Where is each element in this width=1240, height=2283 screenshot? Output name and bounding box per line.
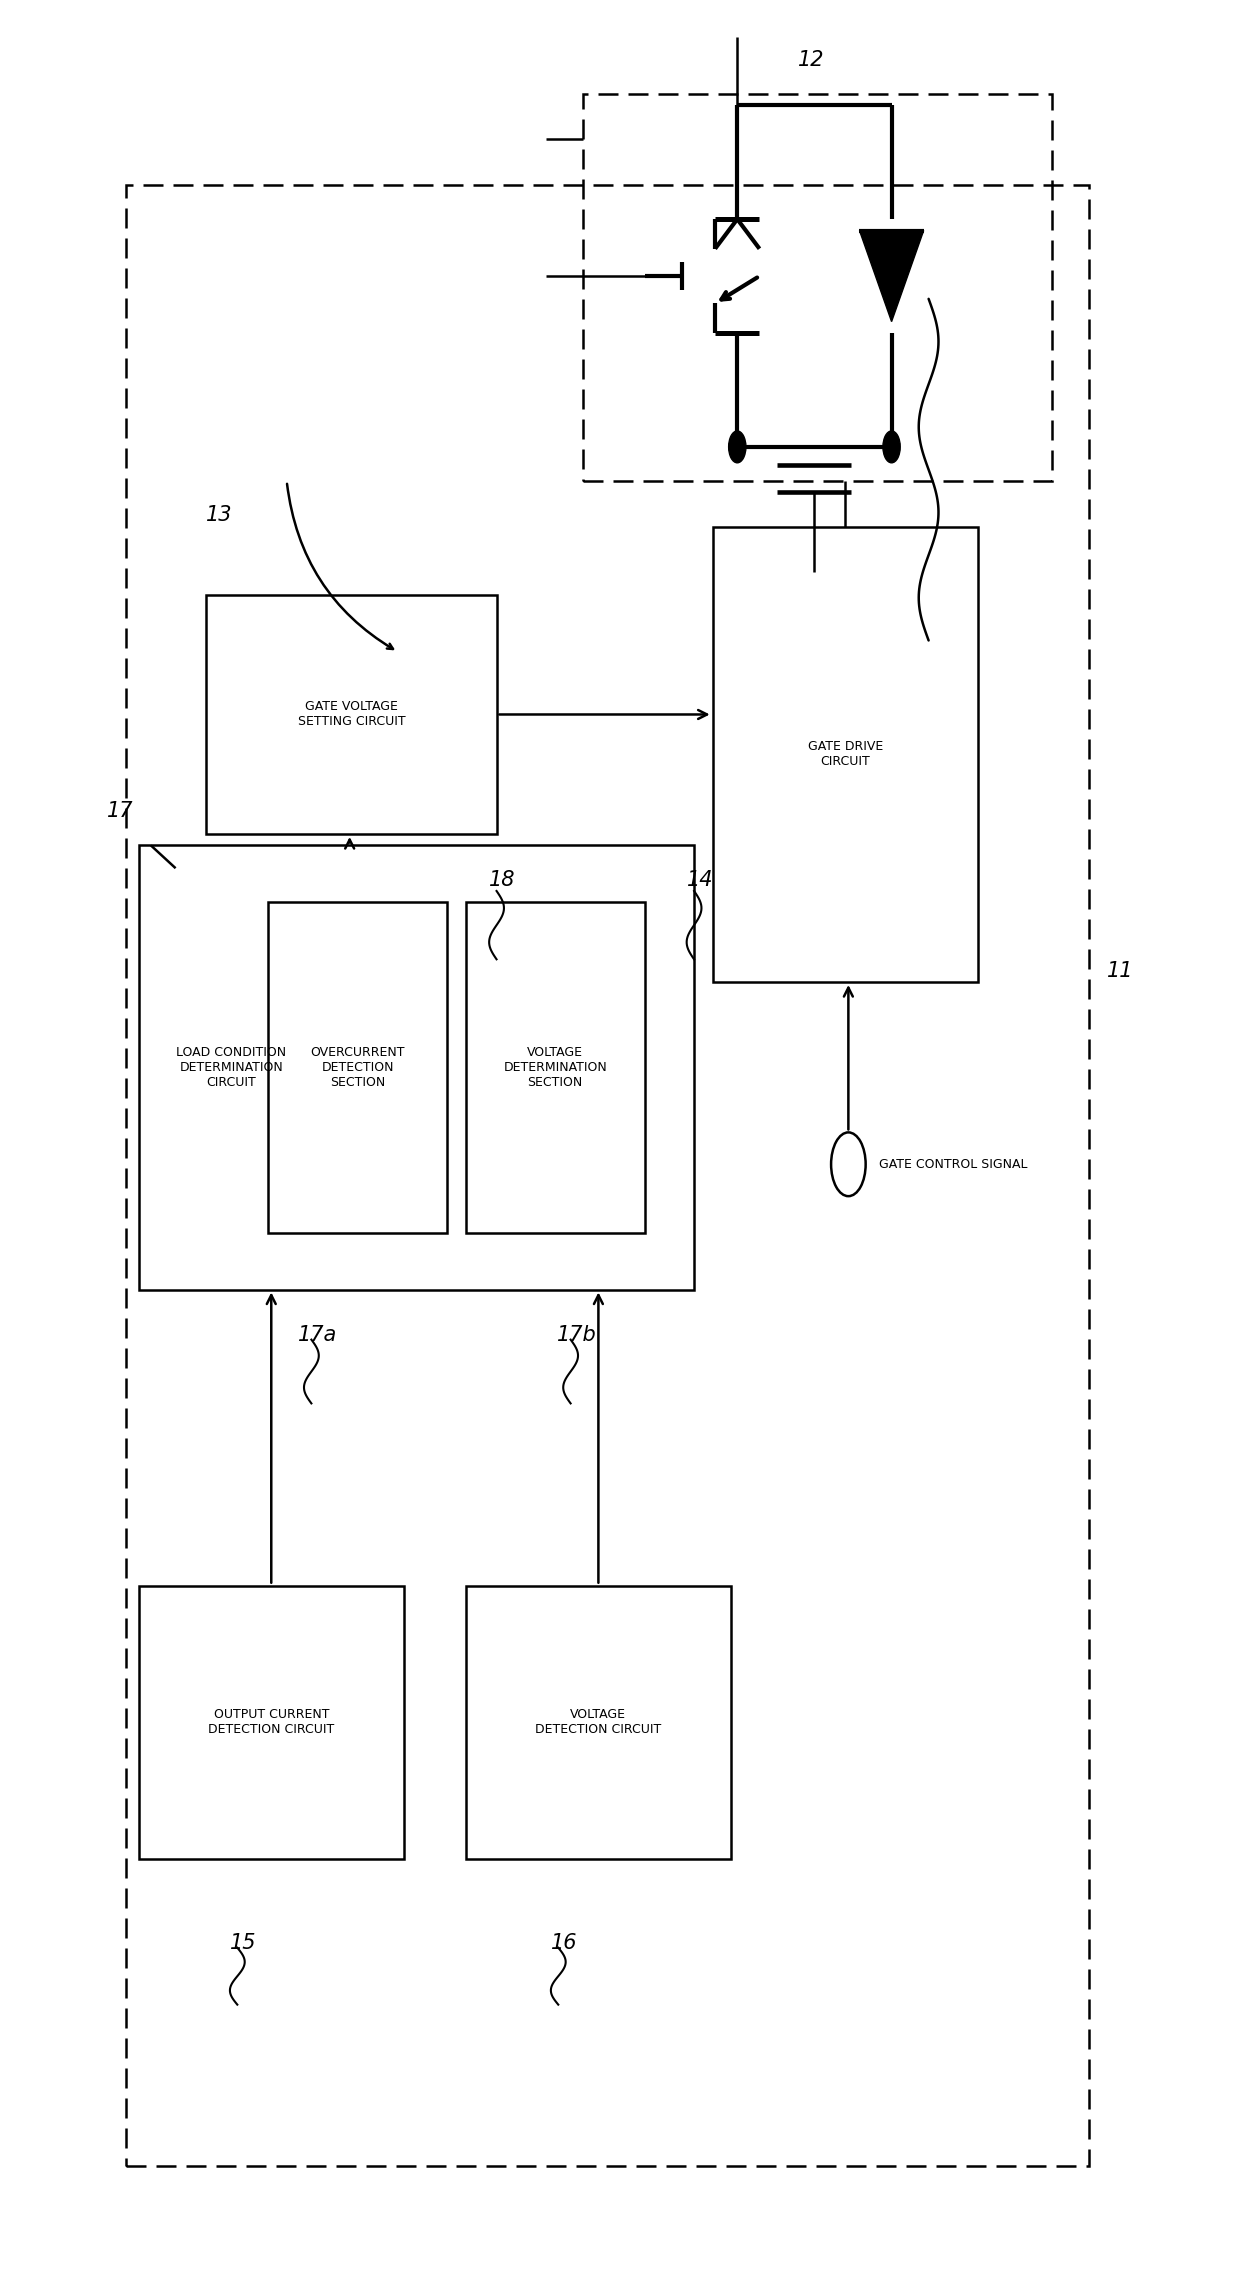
Polygon shape xyxy=(859,231,924,322)
Bar xyxy=(583,94,1052,482)
Text: 16: 16 xyxy=(552,1934,578,1954)
Text: 12: 12 xyxy=(799,50,825,71)
Text: 11: 11 xyxy=(1107,961,1133,982)
Text: LOAD CONDITION
DETERMINATION
CIRCUIT: LOAD CONDITION DETERMINATION CIRCUIT xyxy=(176,1046,286,1089)
Text: GATE DRIVE
CIRCUIT: GATE DRIVE CIRCUIT xyxy=(807,740,883,769)
Text: 14: 14 xyxy=(687,870,713,890)
Text: 18: 18 xyxy=(490,870,516,890)
Circle shape xyxy=(883,431,900,463)
Text: VOLTAGE
DETECTION CIRCUIT: VOLTAGE DETECTION CIRCUIT xyxy=(536,1708,661,1737)
Bar xyxy=(713,527,978,982)
Text: 17b: 17b xyxy=(557,1324,596,1345)
Circle shape xyxy=(729,431,746,463)
Bar xyxy=(126,185,1089,2167)
Text: GATE VOLTAGE
SETTING CIRCUIT: GATE VOLTAGE SETTING CIRCUIT xyxy=(298,701,405,728)
Text: 17: 17 xyxy=(107,801,133,822)
Text: 15: 15 xyxy=(231,1934,257,1954)
Text: OVERCURRENT
DETECTION
SECTION: OVERCURRENT DETECTION SECTION xyxy=(310,1046,405,1089)
Bar xyxy=(139,1587,404,1858)
Bar xyxy=(466,1587,732,1858)
Bar xyxy=(466,902,645,1233)
Bar xyxy=(139,845,694,1290)
Text: GATE CONTROL SIGNAL: GATE CONTROL SIGNAL xyxy=(879,1157,1028,1171)
Bar xyxy=(268,902,448,1233)
Text: OUTPUT CURRENT
DETECTION CIRCUIT: OUTPUT CURRENT DETECTION CIRCUIT xyxy=(208,1708,335,1737)
Bar xyxy=(207,596,496,833)
Text: 13: 13 xyxy=(206,505,232,525)
Text: 17a: 17a xyxy=(298,1324,337,1345)
Text: VOLTAGE
DETERMINATION
SECTION: VOLTAGE DETERMINATION SECTION xyxy=(503,1046,608,1089)
